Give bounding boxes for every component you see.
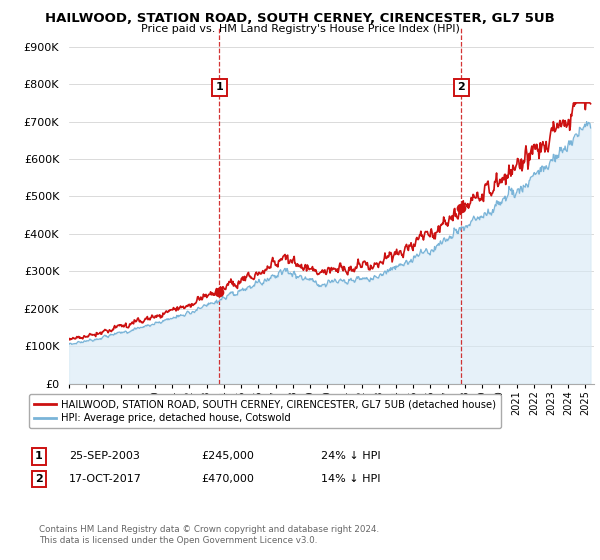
- Text: £245,000: £245,000: [201, 451, 254, 461]
- Text: 14% ↓ HPI: 14% ↓ HPI: [321, 474, 380, 484]
- Text: Contains HM Land Registry data © Crown copyright and database right 2024.
This d: Contains HM Land Registry data © Crown c…: [39, 525, 379, 545]
- Text: 25-SEP-2003: 25-SEP-2003: [69, 451, 140, 461]
- Text: 17-OCT-2017: 17-OCT-2017: [69, 474, 142, 484]
- Text: £470,000: £470,000: [201, 474, 254, 484]
- Text: Price paid vs. HM Land Registry's House Price Index (HPI): Price paid vs. HM Land Registry's House …: [140, 24, 460, 34]
- Text: HAILWOOD, STATION ROAD, SOUTH CERNEY, CIRENCESTER, GL7 5UB: HAILWOOD, STATION ROAD, SOUTH CERNEY, CI…: [45, 12, 555, 25]
- Text: 1: 1: [35, 451, 43, 461]
- Text: 2: 2: [457, 82, 465, 92]
- Legend: HAILWOOD, STATION ROAD, SOUTH CERNEY, CIRENCESTER, GL7 5UB (detached house), HPI: HAILWOOD, STATION ROAD, SOUTH CERNEY, CI…: [29, 394, 501, 428]
- Text: 1: 1: [215, 82, 223, 92]
- Text: 24% ↓ HPI: 24% ↓ HPI: [321, 451, 380, 461]
- Text: 2: 2: [35, 474, 43, 484]
